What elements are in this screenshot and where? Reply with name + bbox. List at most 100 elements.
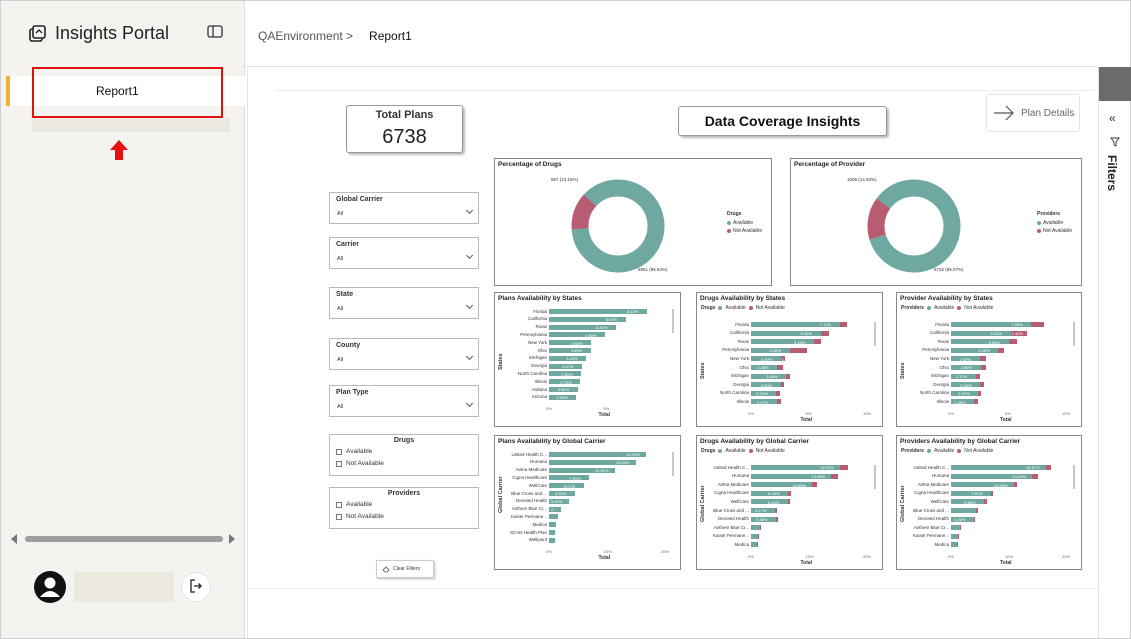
bar-available[interactable]	[549, 316, 626, 322]
bar-available[interactable]	[751, 330, 821, 336]
bar-available[interactable]	[951, 356, 980, 362]
bar-available[interactable]	[951, 473, 1033, 479]
bar-available[interactable]	[751, 473, 832, 479]
bar-available[interactable]	[951, 382, 981, 388]
bar-available[interactable]	[951, 322, 1032, 327]
plans-availability-by-global-carrier-chart[interactable]: Plans Availability by Global Carrier Glob…	[494, 435, 681, 570]
bar-available[interactable]	[549, 394, 577, 400]
chart-vertical-scrollbar[interactable]	[874, 322, 876, 346]
logout-button[interactable]	[181, 572, 211, 602]
bar-not-available[interactable]	[974, 516, 976, 522]
bar-available[interactable]	[549, 332, 606, 338]
bar-available[interactable]	[951, 533, 958, 539]
bar-available[interactable]	[751, 322, 840, 327]
bar-available[interactable]	[549, 522, 557, 528]
bar-not-available[interactable]	[984, 499, 987, 505]
bar-not-available[interactable]	[974, 399, 978, 405]
drugs-availability-by-states-chart[interactable]: Drugs Availability by States Drugs Availab…	[696, 292, 883, 427]
chevron-down-icon[interactable]	[465, 399, 474, 408]
providers-availability-by-global-carrier-chart[interactable]: Providers Availability by Global Carrier…	[896, 435, 1082, 570]
scroll-thumb[interactable]	[25, 536, 223, 542]
bar-not-available[interactable]	[831, 473, 838, 479]
bar-not-available[interactable]	[975, 508, 978, 513]
bar-available[interactable]	[751, 533, 758, 539]
bar-not-available[interactable]	[757, 533, 760, 539]
bar-available[interactable]	[751, 499, 788, 505]
county-slicer[interactable]: County All	[329, 338, 479, 370]
percentage-of-provider-chart[interactable]: Percentage of Provider 1006 (14.93%) 5732 …	[790, 158, 1082, 286]
plan-type-slicer[interactable]: Plan Type All	[329, 385, 479, 417]
bar-not-available[interactable]	[978, 390, 982, 396]
bar-available[interactable]	[751, 465, 841, 470]
bar-available[interactable]	[951, 373, 976, 379]
bar-not-available[interactable]	[789, 347, 808, 353]
donut-slice-available[interactable]	[564, 172, 671, 279]
bar-available[interactable]	[549, 452, 647, 457]
bar-available[interactable]	[751, 356, 781, 362]
chart-vertical-scrollbar[interactable]	[672, 452, 674, 476]
chevron-down-icon[interactable]	[465, 206, 474, 215]
bar-not-available[interactable]	[1032, 473, 1038, 479]
bar-not-available[interactable]	[780, 382, 785, 388]
bar-available[interactable]	[549, 309, 647, 314]
bar-available[interactable]	[751, 365, 778, 370]
bar-not-available[interactable]	[1014, 482, 1018, 488]
chart-vertical-scrollbar[interactable]	[1073, 465, 1075, 489]
bar-available[interactable]	[951, 508, 976, 513]
bar-not-available[interactable]	[980, 365, 987, 370]
bar-available[interactable]	[951, 339, 1009, 345]
bar-not-available[interactable]	[756, 542, 758, 548]
sidebar-toggle-button[interactable]	[204, 23, 226, 43]
bar-available[interactable]	[951, 516, 975, 522]
bar-not-available[interactable]	[776, 390, 780, 396]
bar-not-available[interactable]	[959, 525, 961, 531]
drugs-availability-by-global-carrier-chart[interactable]: Drugs Availability by Global Carrier Drug…	[696, 435, 883, 570]
filters-pane[interactable]: « Filters	[1098, 67, 1131, 638]
bar-available[interactable]	[951, 390, 979, 396]
sidebar-item-report1[interactable]: Report1	[6, 76, 245, 106]
bar-available[interactable]	[549, 475, 590, 481]
global-carrier-slicer[interactable]: Global Carrier All	[329, 192, 479, 224]
bar-available[interactable]	[751, 482, 813, 488]
bar-available[interactable]	[549, 371, 582, 377]
bar-not-available[interactable]	[990, 490, 993, 496]
checkbox-box[interactable]	[336, 460, 342, 467]
bar-not-available[interactable]	[788, 490, 792, 496]
chevron-down-icon[interactable]	[465, 251, 474, 260]
sidebar-horizontal-scrollbar[interactable]	[9, 533, 239, 545]
bar-available[interactable]	[549, 514, 558, 520]
bar-available[interactable]	[751, 382, 781, 388]
bar-not-available[interactable]	[787, 499, 791, 505]
bar-not-available[interactable]	[776, 516, 778, 522]
checkbox-box[interactable]	[336, 448, 342, 455]
bar-available[interactable]	[951, 499, 985, 505]
checkbox-box[interactable]	[336, 513, 342, 520]
drugs-available-checkbox[interactable]: Available	[336, 448, 372, 455]
chart-vertical-scrollbar[interactable]	[672, 309, 674, 333]
bar-available[interactable]	[751, 525, 760, 531]
bar-available[interactable]	[751, 347, 790, 353]
user-avatar-icon[interactable]	[34, 571, 66, 603]
bar-not-available[interactable]	[1046, 465, 1051, 470]
bar-not-available[interactable]	[777, 365, 783, 370]
chevron-down-icon[interactable]	[465, 301, 474, 310]
bar-available[interactable]	[549, 348, 591, 353]
providers-not-available-checkbox[interactable]: Not Available	[336, 513, 384, 520]
bar-available[interactable]	[549, 530, 556, 535]
bar-available[interactable]	[549, 324, 617, 330]
chevron-left-icon[interactable]: «	[1109, 111, 1116, 125]
bar-available[interactable]	[549, 537, 555, 543]
bar-available[interactable]	[549, 355, 587, 361]
bar-available[interactable]	[951, 465, 1047, 470]
bar-available[interactable]	[549, 459, 636, 465]
breadcrumb-environment[interactable]: QAEnvironment >	[258, 29, 354, 43]
clear-filters-button[interactable]: Clear Filters	[376, 560, 434, 578]
plan-details-button[interactable]: Plan Details	[986, 94, 1080, 132]
bar-not-available[interactable]	[786, 373, 790, 379]
bar-not-available[interactable]	[820, 330, 829, 336]
bar-available[interactable]	[951, 365, 981, 370]
bar-available[interactable]	[751, 390, 777, 396]
bar-available[interactable]	[751, 516, 776, 522]
bar-available[interactable]	[751, 490, 789, 496]
bar-not-available[interactable]	[839, 322, 847, 327]
